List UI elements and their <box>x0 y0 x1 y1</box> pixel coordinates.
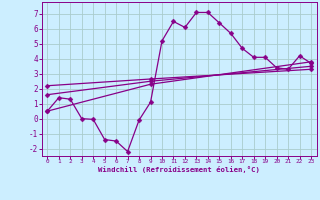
X-axis label: Windchill (Refroidissement éolien,°C): Windchill (Refroidissement éolien,°C) <box>98 166 260 173</box>
